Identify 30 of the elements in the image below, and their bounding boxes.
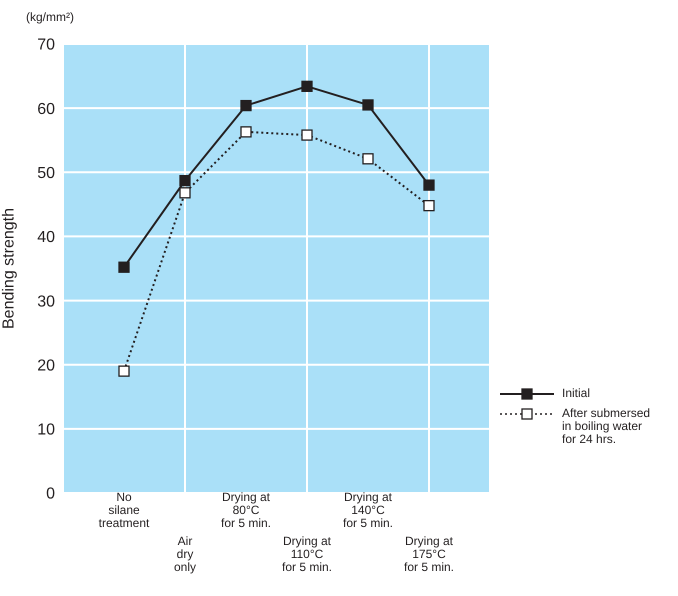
x-tick-label: Air dry only (174, 534, 196, 574)
y-tick-label: 30 (37, 293, 56, 310)
y-tick-label: 60 (37, 100, 56, 118)
y-tick-label: 40 (37, 229, 56, 246)
point (118, 262, 130, 273)
x-tick-label: Drying at 80°C for 5 min. (220, 490, 272, 530)
text: (kg/mm²) (26, 10, 74, 24)
x-tick-label: No silane treatment (98, 490, 150, 530)
point (423, 179, 435, 191)
y-tick-label: 50 (37, 164, 56, 182)
point (301, 80, 313, 92)
point (301, 129, 313, 141)
point (240, 126, 252, 138)
point (423, 200, 435, 212)
y-axis-title: Bending strength (0, 208, 18, 329)
point (362, 99, 374, 111)
point (118, 365, 130, 377)
y-tick-label: 10 (37, 422, 56, 439)
point (179, 187, 191, 198)
x-tick-label: Drying at 140°C for 5 min. (342, 490, 394, 530)
x-tick-label: Drying at 110°C for 5 min. (282, 534, 332, 574)
legend-label: Initial (562, 386, 590, 400)
point (179, 174, 191, 186)
y-tick-label: 70 (37, 36, 56, 54)
point (362, 153, 374, 164)
y-tick-label: 0 (46, 486, 56, 503)
legend-label: After submersed in boiling water for 24 hrs. (562, 406, 650, 446)
point (240, 100, 252, 112)
x-tick-label: Drying at 175°C for 5 min. (404, 534, 454, 574)
y-tick-label: 20 (37, 357, 56, 374)
